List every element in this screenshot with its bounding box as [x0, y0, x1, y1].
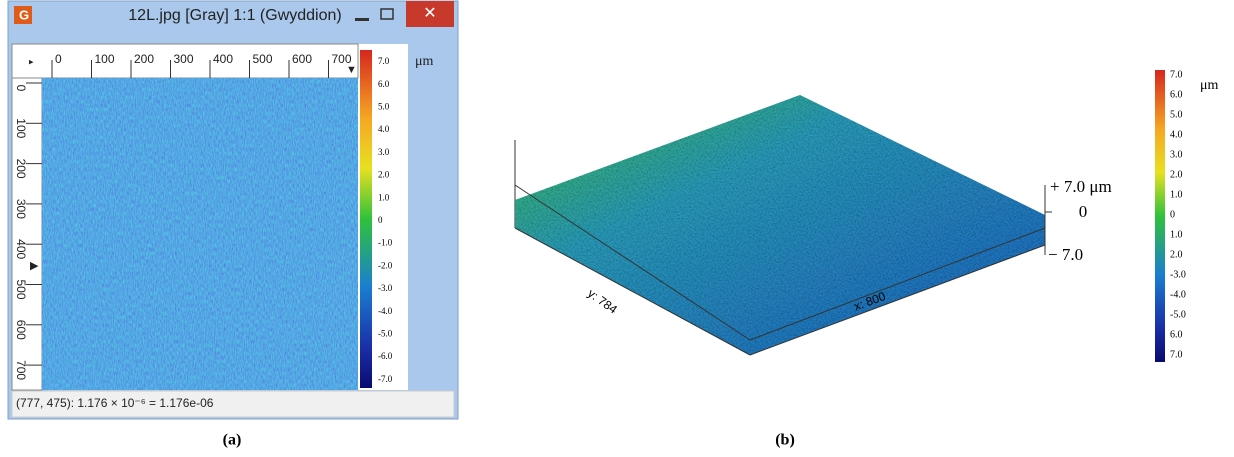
colorbar-label: -4.0 [1170, 289, 1186, 300]
colorbar-label: -6.0 [378, 351, 393, 361]
caption: (b) [775, 432, 795, 449]
colorbar-label: 5.0 [378, 101, 390, 111]
colorbar-label: 2.0 [1170, 169, 1183, 180]
colorbar-label: 1.0 [378, 192, 390, 202]
y-ruler-label: 600 [14, 320, 28, 340]
x-ruler-label: 500 [253, 52, 273, 66]
z-label: − 7.0 [1048, 245, 1083, 264]
colorbar-label: -5.0 [378, 328, 393, 338]
window-title: 12L.jpg [Gray] 1:1 (Gwyddion) [128, 7, 341, 24]
colorbar-label: -5.0 [1170, 309, 1186, 320]
y-ruler-label: 300 [14, 199, 28, 219]
colorbar-label: -1.0 [378, 238, 393, 248]
status-text: (777, 475): 1.176 × 10⁻⁶ = 1.176e-06 [16, 396, 214, 410]
colorbar-label: -2.0 [378, 260, 393, 270]
z-label: 0 [1079, 202, 1088, 221]
colorbar-label: 1.0 [1170, 189, 1183, 200]
colorbar-label: 0 [378, 215, 383, 225]
colorbar-label: 4.0 [378, 124, 390, 134]
surface [515, 95, 1045, 355]
figure: G 12L.jpg [Gray] 1:1 (Gwyddion) ✕ ▸ ▼ ▶ … [0, 0, 1234, 457]
colorbar-label: -7.0 [378, 374, 393, 384]
x-ruler-label: 0 [55, 52, 62, 66]
colorbar-label: -3.0 [1170, 269, 1186, 280]
close-icon: ✕ [423, 5, 436, 22]
minimize-button[interactable] [355, 18, 369, 21]
colorbar-label: 6.0 [378, 79, 390, 89]
x-ruler-label: 600 [292, 52, 312, 66]
x-ruler-label: 400 [213, 52, 233, 66]
colorbar-label: 6.0 [1170, 329, 1183, 340]
y-ruler-label: 700 [14, 360, 28, 380]
colorbar-label: 1.0 [1170, 229, 1183, 240]
ruler-marker: ▶ [30, 260, 39, 272]
ruler-arrow: ▸ [29, 56, 34, 66]
colorbar-label: -3.0 [378, 283, 393, 293]
y-ruler-label: 500 [14, 279, 28, 299]
colorbar-unit: μm [415, 54, 434, 69]
colorbar-label: 2.0 [378, 170, 390, 180]
colorbar-label: 0 [1170, 209, 1175, 220]
colorbar-label: 3.0 [1170, 149, 1183, 160]
y-ruler-label: 200 [14, 159, 28, 179]
colorbar-label: 7.0 [1170, 349, 1183, 360]
colorbar-label: 2.0 [1170, 249, 1183, 260]
app-icon-letter: G [19, 7, 29, 22]
x-ruler-label: 300 [174, 52, 194, 66]
z-label: + 7.0 μm [1050, 177, 1112, 196]
y-axis-label: y: 784 [585, 286, 620, 317]
y-ruler-label: 0 [14, 85, 28, 92]
caption: (a) [223, 432, 242, 449]
colorbar-unit: μm [1200, 78, 1219, 93]
surface-plot: + 7.0 μm 0 − 7.0 y: 784 x: 800 μm [515, 70, 1219, 362]
colorbar-label: 5.0 [1170, 109, 1183, 120]
height-image-texture [42, 78, 358, 390]
colorbar-label: 7.0 [1170, 69, 1183, 80]
y-ruler-label: 100 [14, 118, 28, 138]
x-ruler-label: 200 [134, 52, 154, 66]
x-ruler-label: 700 [332, 52, 352, 66]
colorbar-label: 7.0 [378, 56, 390, 66]
colorbar [1155, 70, 1165, 362]
colorbar-label: -4.0 [378, 306, 393, 316]
colorbar [360, 50, 372, 388]
colorbar-label: 6.0 [1170, 89, 1183, 100]
colorbar-label: 3.0 [378, 147, 390, 157]
colorbar-label: 4.0 [1170, 129, 1183, 140]
x-ruler-label: 100 [95, 52, 115, 66]
y-ruler-label: 400 [14, 239, 28, 259]
